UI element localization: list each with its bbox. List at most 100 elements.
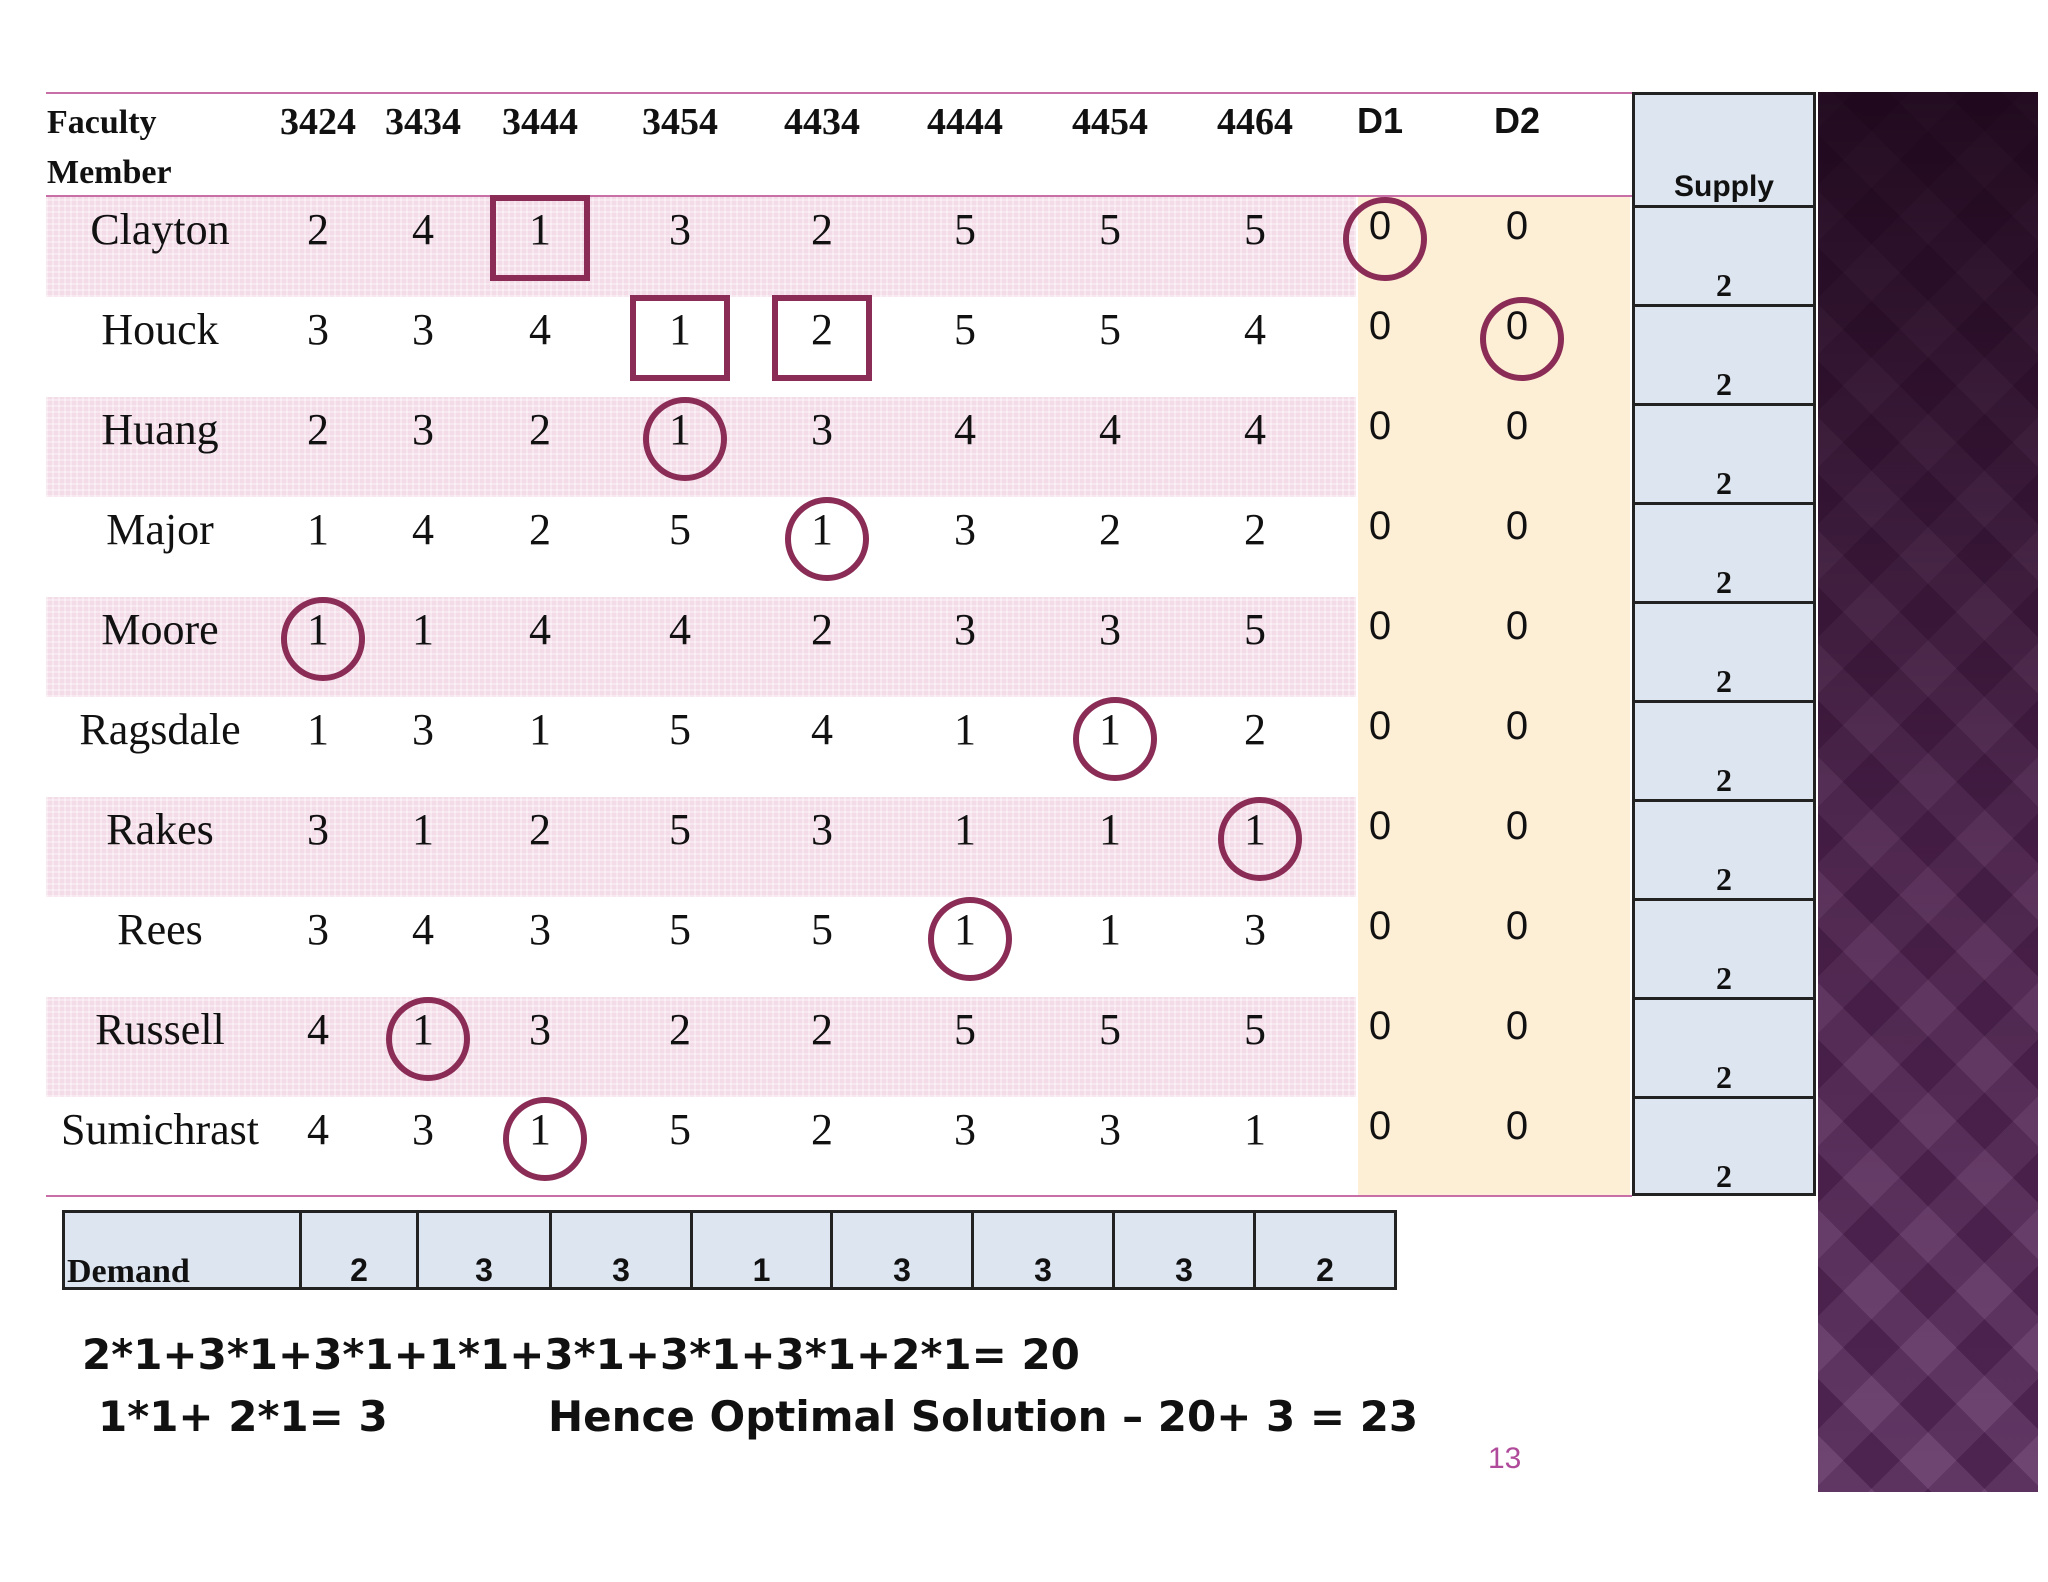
faculty-name: Sumichrast (61, 1105, 259, 1154)
column-header-3454: 3454 (642, 101, 718, 143)
table-cell: 5 (954, 205, 976, 254)
selection-circle (281, 597, 365, 681)
selection-circle (1073, 697, 1157, 781)
table-cell: 2 (1099, 505, 1121, 554)
column-header-3434: 3434 (385, 101, 461, 143)
equation-line-2-right: Hence Optimal Solution – 20+ 3 = 23 (548, 1392, 1419, 1441)
table-cell: 4 (529, 305, 551, 354)
demand-value: 3 (1034, 1252, 1052, 1288)
table-row (46, 597, 1356, 697)
table-cell: 0 (1368, 804, 1392, 848)
supply-cell: 2 (1632, 205, 1816, 304)
demand-label-cell: Demand (65, 1213, 299, 1290)
demand-value: 2 (350, 1252, 368, 1288)
table-cell: 1 (669, 305, 691, 354)
table-cell: 3 (954, 505, 976, 554)
faculty-name: Huang (101, 405, 219, 454)
demand-label: Demand (67, 1253, 190, 1290)
table-cell: 5 (811, 905, 833, 954)
faculty-name: Russell (95, 1005, 225, 1054)
table-cell: 5 (954, 305, 976, 354)
table-cell: 1 (307, 505, 329, 554)
table-cell: 3 (954, 605, 976, 654)
selection-box (772, 295, 872, 381)
table-cell: 5 (669, 905, 691, 954)
table-row (46, 197, 1356, 297)
table-cell: 5 (1099, 305, 1121, 354)
supply-value: 2 (1716, 465, 1732, 501)
table-cell: 2 (307, 205, 329, 254)
header-rule (46, 195, 1632, 197)
table-cell: 0 (1368, 504, 1392, 548)
table-cell: 1 (1244, 1105, 1266, 1154)
table-cell: 2 (811, 1105, 833, 1154)
table-cell: 2 (811, 1005, 833, 1054)
column-header-4434: 4434 (784, 101, 860, 143)
table-cell: 0 (1505, 404, 1529, 448)
column-header-3424: 3424 (280, 101, 356, 143)
supply-cell: 2 (1632, 304, 1816, 403)
table-cell: 2 (307, 405, 329, 454)
table-cell: 4 (307, 1105, 329, 1154)
table-cell: 0 (1368, 1104, 1392, 1148)
table-row (46, 797, 1356, 897)
table-cell: 4 (1244, 305, 1266, 354)
faculty-name: Rakes (106, 805, 214, 854)
table-cell: 0 (1505, 804, 1529, 848)
demand-value: 3 (893, 1252, 911, 1288)
supply-value: 2 (1716, 1158, 1732, 1194)
supply-value: 2 (1716, 861, 1732, 897)
demand-value: 3 (1175, 1252, 1193, 1288)
demand-value: 3 (475, 1252, 493, 1288)
table-cell: 1 (1099, 805, 1121, 854)
demand-row: Demand 2 3 3 1 3 3 3 2 (62, 1210, 1397, 1290)
selection-circle (785, 497, 869, 581)
table-cell: 3 (529, 1005, 551, 1054)
equation-line-2-left: 1*1+ 2*1= 3 (98, 1392, 388, 1441)
supply-value: 2 (1716, 267, 1732, 303)
table-cell: 5 (1099, 205, 1121, 254)
table-cell: 2 (529, 405, 551, 454)
table-cell: 3 (412, 1105, 434, 1154)
supply-cell: 2 (1632, 1096, 1816, 1195)
table-cell: 0 (1505, 504, 1529, 548)
supply-cell: 2 (1632, 502, 1816, 601)
supply-cell: 2 (1632, 700, 1816, 799)
demand-cell: 3 (416, 1213, 549, 1288)
table-cell: 1 (529, 205, 551, 254)
table-cell: 0 (1505, 1004, 1529, 1048)
table-cell: 3 (1244, 905, 1266, 954)
table-cell: 5 (1244, 1005, 1266, 1054)
table-cell: 3 (412, 305, 434, 354)
table-cell: 0 (1505, 604, 1529, 648)
table-cell: 2 (529, 505, 551, 554)
table-cell: 5 (1099, 1005, 1121, 1054)
top-rule (46, 92, 1632, 94)
column-header-4464: 4464 (1217, 101, 1293, 143)
table-cell: 5 (669, 1105, 691, 1154)
selection-box (490, 195, 590, 281)
table-cell: 5 (1244, 205, 1266, 254)
selection-circle (503, 1097, 587, 1181)
faculty-name: Rees (117, 905, 203, 954)
demand-value: 3 (612, 1252, 630, 1288)
selection-circle (643, 397, 727, 481)
table-cell: 0 (1505, 204, 1529, 248)
table-cell: 4 (1244, 405, 1266, 454)
supply-value: 2 (1716, 762, 1732, 798)
column-header-3444: 3444 (502, 101, 578, 143)
faculty-name: Major (106, 505, 214, 554)
supply-value: 2 (1716, 663, 1732, 699)
supply-cell: 2 (1632, 997, 1816, 1096)
table-cell: 0 (1505, 704, 1529, 748)
table-cell: 4 (954, 405, 976, 454)
table-cell: 1 (412, 605, 434, 654)
table-cell: 3 (529, 905, 551, 954)
table-cell: 0 (1368, 304, 1392, 348)
table-cell: 1 (1099, 905, 1121, 954)
table-row (46, 397, 1356, 497)
supply-value: 2 (1716, 1059, 1732, 1095)
table-cell: 0 (1368, 904, 1392, 948)
table-cell: 5 (669, 805, 691, 854)
table-cell: 1 (307, 705, 329, 754)
